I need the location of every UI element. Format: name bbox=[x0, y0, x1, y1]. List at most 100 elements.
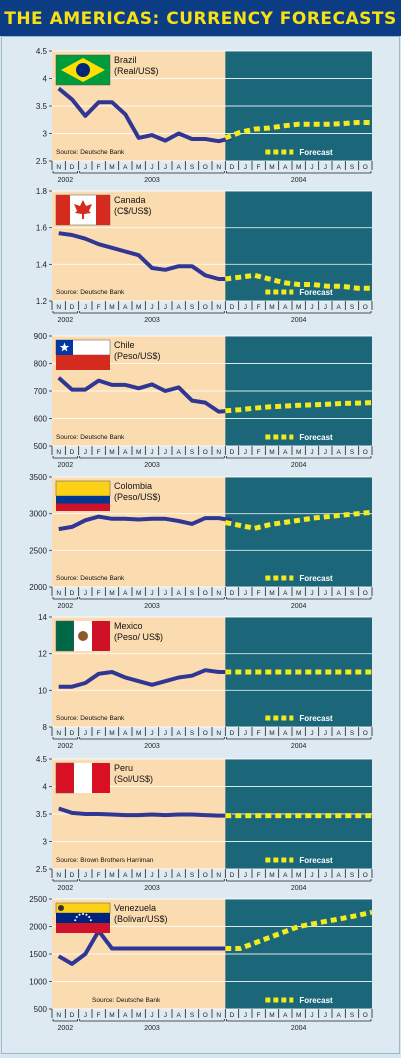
month-label: F bbox=[97, 872, 101, 879]
month-label: J bbox=[84, 872, 87, 879]
currency-label: (Peso/US$) bbox=[114, 492, 161, 502]
month-label: M bbox=[109, 590, 114, 597]
month-label: D bbox=[70, 164, 75, 171]
year-label: 2003 bbox=[144, 462, 160, 469]
month-label: F bbox=[257, 872, 261, 879]
month-label: J bbox=[244, 590, 247, 597]
month-label: O bbox=[203, 1012, 208, 1019]
country-label: Peru bbox=[114, 763, 133, 773]
month-label: A bbox=[283, 872, 288, 879]
month-label: J bbox=[310, 449, 313, 456]
month-label: A bbox=[336, 590, 341, 597]
month-label: D bbox=[230, 730, 235, 737]
y-tick-label: 3000 bbox=[29, 510, 47, 519]
legend-forecast-label: Forecast bbox=[299, 574, 333, 583]
country-label: Venezuela bbox=[114, 903, 156, 913]
year-label: 2004 bbox=[291, 177, 307, 184]
history-line bbox=[58, 668, 232, 689]
month-label: M bbox=[296, 449, 301, 456]
currency-label: (C$/US$) bbox=[114, 206, 152, 216]
forecast-line bbox=[225, 909, 373, 951]
y-tick-label: 3 bbox=[43, 130, 48, 139]
month-label: D bbox=[70, 1012, 75, 1019]
month-label: S bbox=[350, 449, 355, 456]
month-label: A bbox=[176, 590, 181, 597]
country-label: Colombia bbox=[114, 481, 152, 491]
country-label: Canada bbox=[114, 195, 146, 205]
month-label: S bbox=[190, 730, 195, 737]
country-label: Mexico bbox=[114, 621, 143, 631]
month-label: S bbox=[190, 872, 195, 879]
month-label: M bbox=[109, 1012, 114, 1019]
month-label: O bbox=[363, 164, 368, 171]
month-label: D bbox=[70, 590, 75, 597]
y-tick-label: 2000 bbox=[29, 923, 47, 932]
y-tick-label: 4.5 bbox=[36, 755, 48, 764]
source-label: Source: Deutsche Bank bbox=[56, 289, 125, 296]
month-label: N bbox=[56, 872, 61, 879]
flag-emblem bbox=[78, 631, 88, 641]
flag-star bbox=[85, 913, 88, 916]
chart-brazil: 2.5 3 3.5 4 4.5 Brazil(Real/US$) Source: Deuts… bbox=[36, 47, 373, 184]
month-label: A bbox=[283, 449, 288, 456]
month-label: S bbox=[350, 872, 355, 879]
y-tick-label: 1.6 bbox=[36, 224, 48, 233]
month-label: J bbox=[164, 304, 167, 311]
month-label: J bbox=[150, 164, 153, 171]
month-label: M bbox=[269, 304, 274, 311]
y-tick-label: 3500 bbox=[29, 473, 47, 482]
y-tick-label: 600 bbox=[34, 415, 48, 424]
month-label: J bbox=[150, 590, 153, 597]
year-label: 2004 bbox=[291, 1025, 307, 1032]
flag-right-band bbox=[96, 195, 110, 225]
currency-label: (Real/US$) bbox=[114, 66, 159, 76]
month-label: N bbox=[216, 1012, 221, 1019]
year-label: 2004 bbox=[291, 462, 307, 469]
history-line bbox=[57, 928, 232, 966]
y-tick-label: 12 bbox=[38, 650, 47, 659]
year-label: 2002 bbox=[58, 885, 74, 892]
month-label: N bbox=[56, 304, 61, 311]
month-label: O bbox=[363, 730, 368, 737]
legend-forecast-label: Forecast bbox=[299, 148, 333, 157]
month-label: O bbox=[203, 590, 208, 597]
year-label: 2002 bbox=[58, 462, 74, 469]
month-label: M bbox=[136, 1012, 141, 1019]
month-label: J bbox=[84, 304, 87, 311]
month-label: S bbox=[350, 590, 355, 597]
flag-maple-leaf bbox=[74, 200, 92, 219]
month-label: S bbox=[350, 730, 355, 737]
month-label: J bbox=[150, 1012, 153, 1019]
month-label: A bbox=[123, 590, 128, 597]
month-label: N bbox=[216, 872, 221, 879]
y-tick-label: 2500 bbox=[29, 895, 47, 904]
month-label: J bbox=[244, 164, 247, 171]
month-label: J bbox=[310, 1012, 313, 1019]
y-tick-label: 14 bbox=[38, 613, 47, 622]
source-label: Source: Deutsche Bank bbox=[56, 575, 125, 582]
month-label: M bbox=[296, 872, 301, 879]
month-label: M bbox=[136, 872, 141, 879]
month-label: J bbox=[150, 730, 153, 737]
forecast-line bbox=[225, 400, 373, 414]
flag-green-band bbox=[55, 620, 75, 652]
month-label: M bbox=[136, 164, 141, 171]
month-label: M bbox=[296, 304, 301, 311]
month-label: J bbox=[164, 449, 167, 456]
month-label: J bbox=[164, 1012, 167, 1019]
y-tick-label: 1.4 bbox=[36, 260, 48, 269]
month-label: O bbox=[203, 872, 208, 879]
flag-star bbox=[89, 919, 92, 922]
flag-star bbox=[74, 919, 77, 922]
y-tick-label: 3.5 bbox=[36, 810, 48, 819]
year-label: 2002 bbox=[58, 317, 74, 324]
month-label: J bbox=[164, 730, 167, 737]
y-tick-label: 800 bbox=[34, 360, 48, 369]
y-tick-label: 3 bbox=[43, 838, 48, 847]
flag-right-band bbox=[92, 763, 110, 793]
flag-bottom-band bbox=[56, 355, 110, 370]
month-label: S bbox=[190, 1012, 195, 1019]
month-label: A bbox=[283, 304, 288, 311]
chart-peru: 2.5 3 3.5 4 4.5 Peru(Sol/US$) Source: Brown Br… bbox=[36, 755, 373, 892]
month-label: J bbox=[150, 872, 153, 879]
